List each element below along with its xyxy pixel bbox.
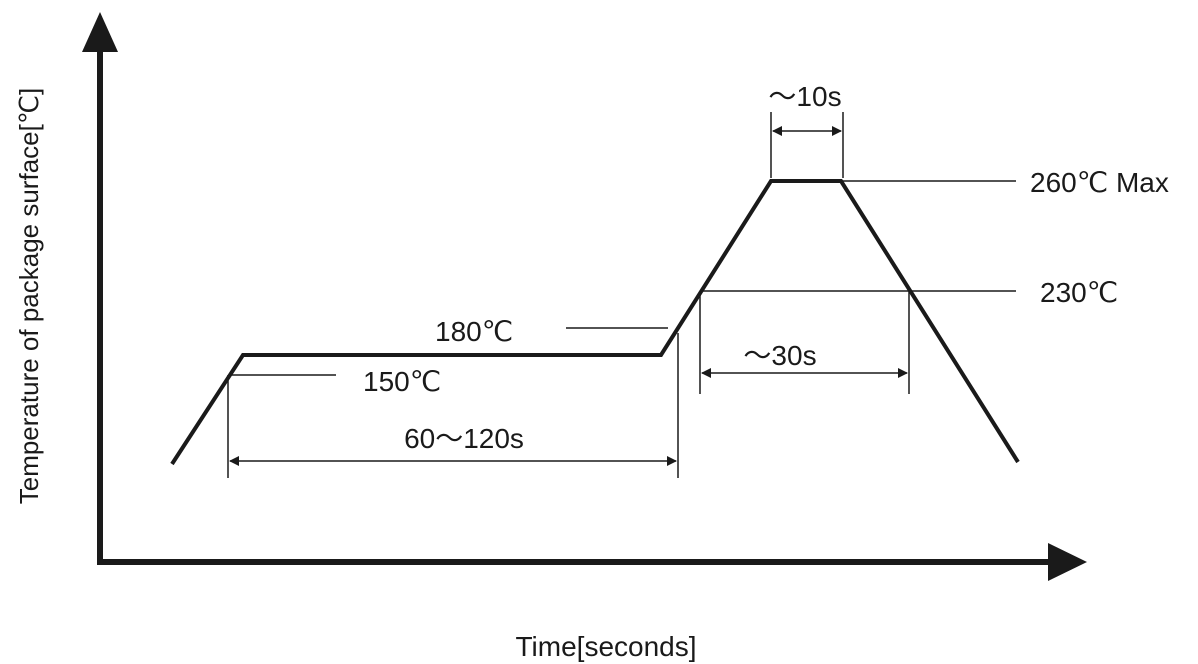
temperature-profile-curve (170, 179, 1020, 466)
x-axis-title: Time[seconds] (515, 631, 696, 662)
label-230: 230℃ (1040, 277, 1118, 308)
label-260-max: 260℃ Max (1030, 167, 1169, 198)
y-axis-arrowhead (82, 12, 118, 52)
label-preheat-time: 60～120s (404, 423, 524, 454)
y-axis-title: Temperature of package surface[℃] (14, 88, 44, 505)
label-reflow-time: ～30s (743, 340, 816, 371)
label-peak-time: ～10s (768, 81, 841, 112)
label-150: 150℃ (363, 366, 441, 397)
label-180: 180℃ (435, 316, 513, 347)
x-axis-arrowhead (1048, 543, 1087, 581)
